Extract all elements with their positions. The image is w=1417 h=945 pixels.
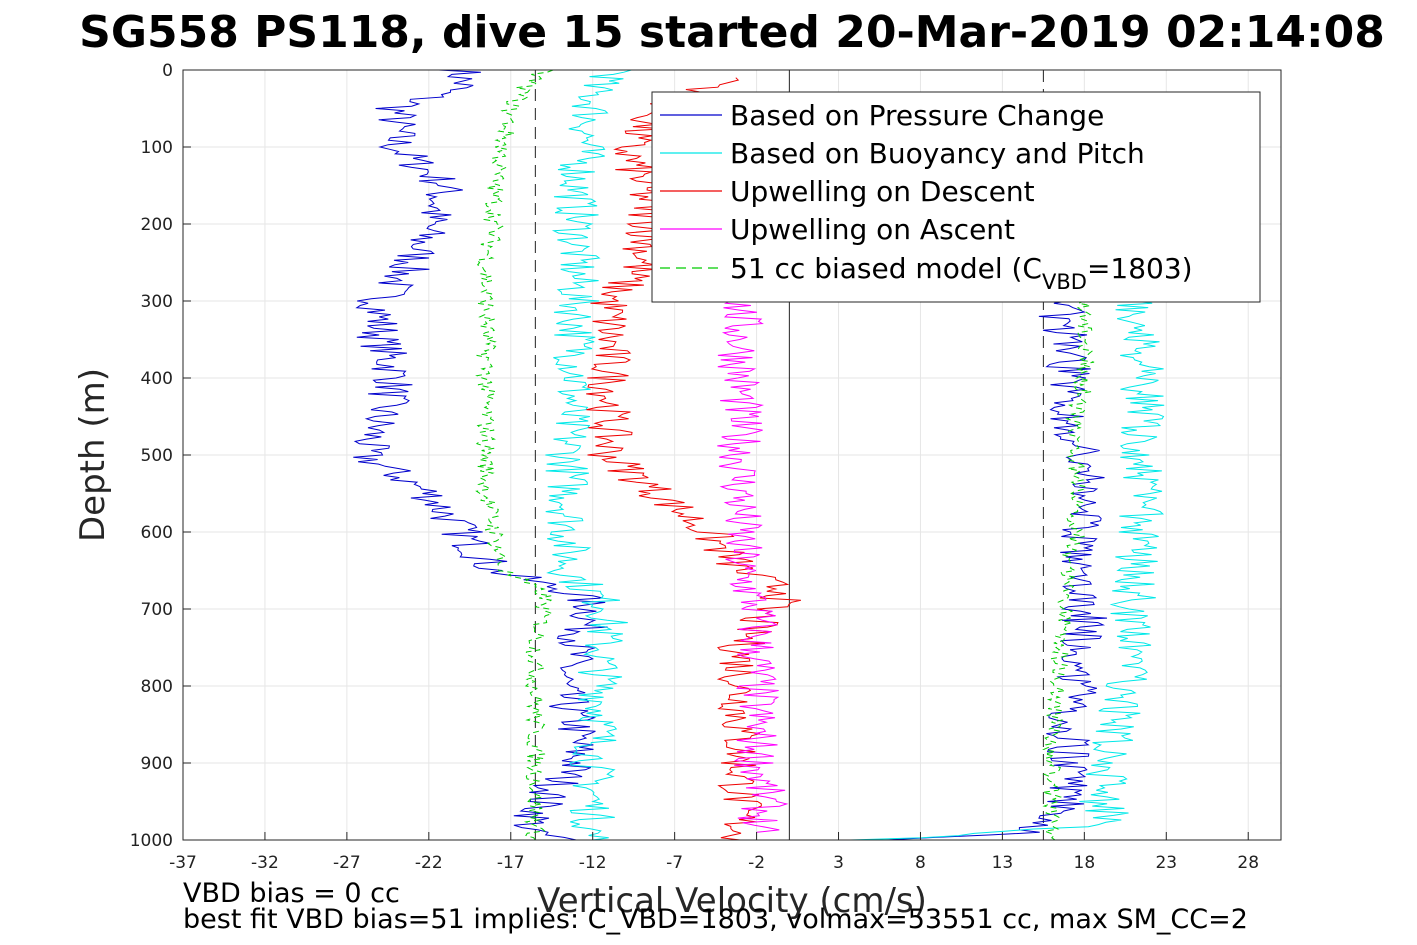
x-tick-label-4: -17: [497, 853, 525, 873]
legend-label-up-descent: Upwelling on Descent: [730, 175, 1035, 208]
x-tick-label-12: 23: [1155, 853, 1177, 873]
y-tick-label-10: 1000: [130, 831, 173, 851]
legend: Based on Pressure Change Based on Buoyan…: [651, 91, 1261, 303]
y-tick-label-8: 800: [141, 677, 173, 697]
legend-label-buoyancy: Based on Buoyancy and Pitch: [730, 137, 1145, 170]
y-tick-label-9: 900: [141, 754, 173, 774]
x-tick-label-5: -12: [579, 853, 607, 873]
x-tick-label-0: -37: [169, 853, 197, 873]
x-tick-label-2: -27: [333, 853, 361, 873]
legend-label-up-ascent: Upwelling on Ascent: [730, 213, 1015, 246]
y-tick-label-1: 100: [141, 138, 173, 158]
x-axis-ticks: -37 -32 -27 -22 -17 -12 -7 -2 3 8 13 18 23 28: [169, 832, 1259, 873]
legend-label-pressure: Based on Pressure Change: [730, 99, 1104, 132]
y-tick-label-6: 600: [141, 523, 173, 543]
series-4-segment-1: [1042, 300, 1095, 840]
series-0-segment-0: [353, 70, 608, 840]
series-1-segment-1: [850, 300, 1165, 840]
x-tick-label-3: -22: [415, 853, 443, 873]
y-tick-label-3: 300: [141, 292, 173, 312]
series-4-segment-0: [475, 70, 554, 840]
series-group: [353, 70, 1165, 840]
legend-model-prefix: 51 cc biased model (C: [730, 252, 1042, 285]
x-tick-label-6: -7: [666, 853, 683, 873]
y-axis-label: Depth (m): [73, 368, 113, 542]
y-tick-label-0: 0: [162, 61, 173, 81]
y-tick-label-2: 200: [141, 215, 173, 235]
footer-best-fit: best fit VBD bias=51 implies: C_VBD=1803…: [183, 904, 1248, 935]
x-tick-label-1: -32: [251, 853, 279, 873]
y-tick-label-5: 500: [141, 446, 173, 466]
legend-model-subscript: VBD: [1042, 270, 1087, 294]
series-0-segment-1: [883, 300, 1108, 840]
x-tick-label-13: 28: [1237, 853, 1259, 873]
x-tick-label-11: 18: [1074, 853, 1096, 873]
footer-vbd-bias: VBD bias = 0 cc: [183, 878, 400, 909]
legend-box: [651, 91, 1261, 303]
x-tick-label-10: 13: [992, 853, 1014, 873]
legend-model-suffix: =1803): [1087, 252, 1193, 285]
chart-title: SG558 PS118, dive 15 started 20-Mar-2019…: [79, 7, 1385, 58]
x-tick-label-8: 3: [833, 853, 844, 873]
series-3-segment-0: [717, 300, 789, 833]
y-tick-label-4: 400: [141, 369, 173, 389]
y-axis-ticks: 0 100 200 300 400 500 600 700 800 900 1000: [130, 61, 191, 851]
x-axis-label: Vertical Velocity (cm/s): [537, 881, 927, 921]
legend-label-model: 51 cc biased model (CVBD=1803): [730, 252, 1193, 294]
series-1-segment-0: [545, 70, 632, 840]
y-tick-label-7: 700: [141, 600, 173, 620]
x-tick-label-7: -2: [748, 853, 765, 873]
x-tick-label-9: 8: [915, 853, 926, 873]
